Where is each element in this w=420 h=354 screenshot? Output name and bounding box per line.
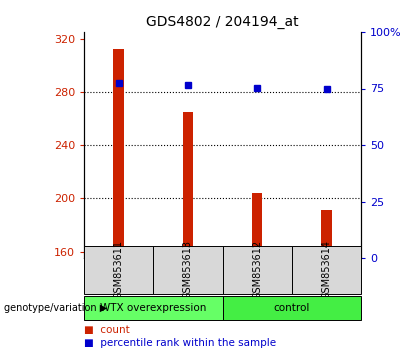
Bar xyxy=(84,246,153,294)
Bar xyxy=(183,112,193,258)
Text: genotype/variation ▶: genotype/variation ▶ xyxy=(4,303,108,313)
Bar xyxy=(223,246,292,294)
Text: GSM853611: GSM853611 xyxy=(114,240,123,299)
Bar xyxy=(153,246,223,294)
Text: ■  percentile rank within the sample: ■ percentile rank within the sample xyxy=(84,338,276,348)
Text: GSM853612: GSM853612 xyxy=(252,240,262,299)
Text: ■  count: ■ count xyxy=(84,325,130,335)
Bar xyxy=(84,296,223,320)
Bar xyxy=(252,193,262,258)
Text: control: control xyxy=(274,303,310,313)
Bar xyxy=(223,296,361,320)
Text: WTX overexpression: WTX overexpression xyxy=(100,303,207,313)
Bar xyxy=(321,210,332,258)
Title: GDS4802 / 204194_at: GDS4802 / 204194_at xyxy=(146,16,299,29)
Text: GSM853613: GSM853613 xyxy=(183,240,193,299)
Text: GSM853614: GSM853614 xyxy=(322,240,331,299)
Bar xyxy=(292,246,361,294)
Bar xyxy=(113,49,124,258)
